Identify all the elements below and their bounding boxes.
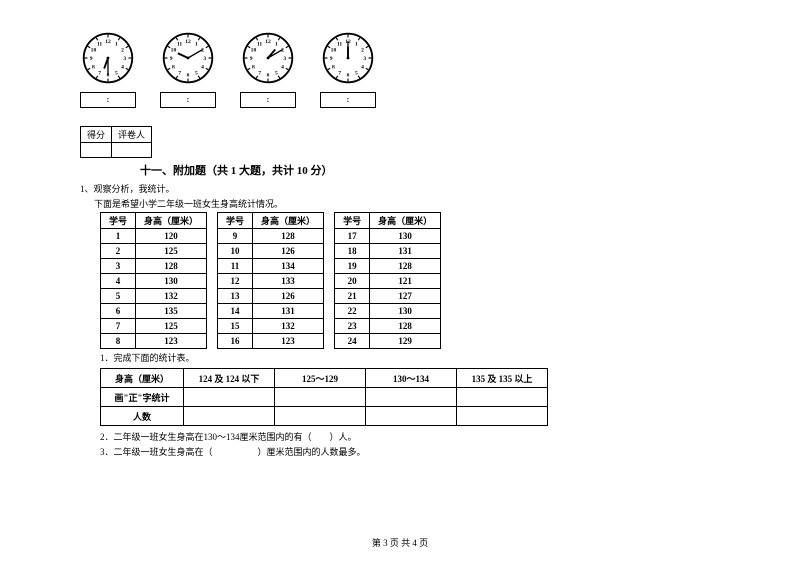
- clock-item: 121234567891011 :: [320, 30, 376, 108]
- table-row: 20121: [335, 274, 441, 289]
- svg-text:4: 4: [121, 64, 124, 70]
- svg-text:5: 5: [355, 70, 358, 76]
- score-cell: 得分: [81, 127, 112, 143]
- svg-text:9: 9: [330, 56, 333, 62]
- table-row: 23128: [335, 319, 441, 334]
- clock-item: 121234567891011 :: [80, 30, 136, 108]
- data-sub-table: 学号身高（厘米）11202125312841305132613571258123: [100, 212, 207, 349]
- table-row: 6135: [101, 304, 207, 319]
- subq-3: 3．二年级一班女生身高在（ ）厘米范围内的人数最多。: [100, 445, 720, 458]
- score-box: 得分 评卷人: [80, 126, 152, 158]
- svg-text:1: 1: [115, 41, 118, 47]
- svg-text:7: 7: [178, 70, 181, 76]
- svg-text:12: 12: [185, 39, 191, 45]
- svg-text:12: 12: [265, 39, 271, 45]
- svg-text:8: 8: [332, 64, 335, 70]
- svg-text:1: 1: [355, 41, 358, 47]
- svg-text:10: 10: [331, 47, 337, 53]
- svg-text:9: 9: [170, 56, 173, 62]
- table-row: 14131: [218, 304, 324, 319]
- svg-text:11: 11: [257, 41, 262, 47]
- svg-text:10: 10: [171, 47, 177, 53]
- svg-text:4: 4: [281, 64, 284, 70]
- table-row: 17130: [335, 229, 441, 244]
- table-row: 16123: [218, 334, 324, 349]
- svg-text:3: 3: [123, 56, 126, 62]
- table-row: 8123: [101, 334, 207, 349]
- table-row: 7125: [101, 319, 207, 334]
- question-prefix: 1、观察分析，我统计。: [80, 182, 720, 195]
- clocks-row: 121234567891011 : 121234567891011 : 1212…: [80, 30, 720, 108]
- clock-item: 121234567891011 :: [160, 30, 216, 108]
- stat-table: 身高（厘米） 124 及 124 以下 125～129 130～134 135 …: [100, 368, 548, 426]
- table-row: 12133: [218, 274, 324, 289]
- svg-text:7: 7: [258, 70, 261, 76]
- clock-answer-box: :: [240, 92, 296, 108]
- svg-text:7: 7: [338, 70, 341, 76]
- table-row: 21127: [335, 289, 441, 304]
- clock-answer-box: :: [80, 92, 136, 108]
- svg-text:8: 8: [92, 64, 95, 70]
- svg-text:3: 3: [283, 56, 286, 62]
- table-row: 22130: [335, 304, 441, 319]
- subq-1: 1．完成下面的统计表。: [100, 351, 720, 364]
- clock-face-icon: 121234567891011: [80, 30, 136, 86]
- section-title: 十一、附加题（共 1 大题，共计 10 分）: [140, 162, 720, 178]
- svg-text:3: 3: [363, 56, 366, 62]
- svg-text:6: 6: [187, 73, 190, 79]
- clock-face-icon: 121234567891011: [160, 30, 216, 86]
- question-desc: 下面是希望小学二年级一班女生身高统计情况。: [94, 197, 720, 210]
- table-row: 5132: [101, 289, 207, 304]
- svg-text:8: 8: [252, 64, 255, 70]
- grader-cell: 评卷人: [112, 127, 152, 143]
- table-row: 10126: [218, 244, 324, 259]
- table-row: 4130: [101, 274, 207, 289]
- svg-text:5: 5: [275, 70, 278, 76]
- svg-text:7: 7: [98, 70, 101, 76]
- stat-row-count: 人数: [101, 407, 548, 426]
- clock-face-icon: 121234567891011: [240, 30, 296, 86]
- svg-text:1: 1: [275, 41, 278, 47]
- svg-text:4: 4: [201, 64, 204, 70]
- table-row: 13126: [218, 289, 324, 304]
- clock-answer-box: :: [160, 92, 216, 108]
- svg-text:5: 5: [115, 70, 118, 76]
- svg-text:9: 9: [250, 56, 253, 62]
- table-row: 18131: [335, 244, 441, 259]
- height-data-tables: 学号身高（厘米）11202125312841305132613571258123…: [100, 212, 720, 349]
- svg-text:11: 11: [97, 41, 102, 47]
- svg-text:10: 10: [91, 47, 97, 53]
- table-row: 24129: [335, 334, 441, 349]
- table-row: 1120: [101, 229, 207, 244]
- table-row: 19128: [335, 259, 441, 274]
- svg-text:10: 10: [251, 47, 257, 53]
- svg-text:9: 9: [90, 56, 93, 62]
- svg-text:2: 2: [361, 47, 364, 53]
- svg-text:3: 3: [203, 56, 206, 62]
- stat-row-tally: 画"正"字统计: [101, 388, 548, 407]
- svg-text:4: 4: [361, 64, 364, 70]
- stat-row-header: 身高（厘米） 124 及 124 以下 125～129 130～134 135 …: [101, 369, 548, 388]
- svg-text:5: 5: [195, 70, 198, 76]
- svg-text:11: 11: [177, 41, 182, 47]
- table-row: 15132: [218, 319, 324, 334]
- clock-item: 121234567891011 :: [240, 30, 296, 108]
- svg-text:11: 11: [337, 41, 342, 47]
- data-sub-table: 学号身高（厘米）91281012611134121331312614131151…: [217, 212, 324, 349]
- svg-text:1: 1: [195, 41, 198, 47]
- svg-text:6: 6: [267, 73, 270, 79]
- data-sub-table: 学号身高（厘米）17130181311912820121211272213023…: [334, 212, 441, 349]
- svg-text:8: 8: [172, 64, 175, 70]
- clock-face-icon: 121234567891011: [320, 30, 376, 86]
- page-footer: 第 3 页 共 4 页: [0, 536, 800, 549]
- svg-text:12: 12: [105, 39, 111, 45]
- table-row: 9128: [218, 229, 324, 244]
- table-row: 3128: [101, 259, 207, 274]
- table-row: 2125: [101, 244, 207, 259]
- svg-text:2: 2: [121, 47, 124, 53]
- subq-2: 2．二年级一班女生身高在130～134厘米范围内的有（ ）人。: [100, 430, 720, 443]
- table-row: 11134: [218, 259, 324, 274]
- clock-answer-box: :: [320, 92, 376, 108]
- svg-text:6: 6: [347, 73, 350, 79]
